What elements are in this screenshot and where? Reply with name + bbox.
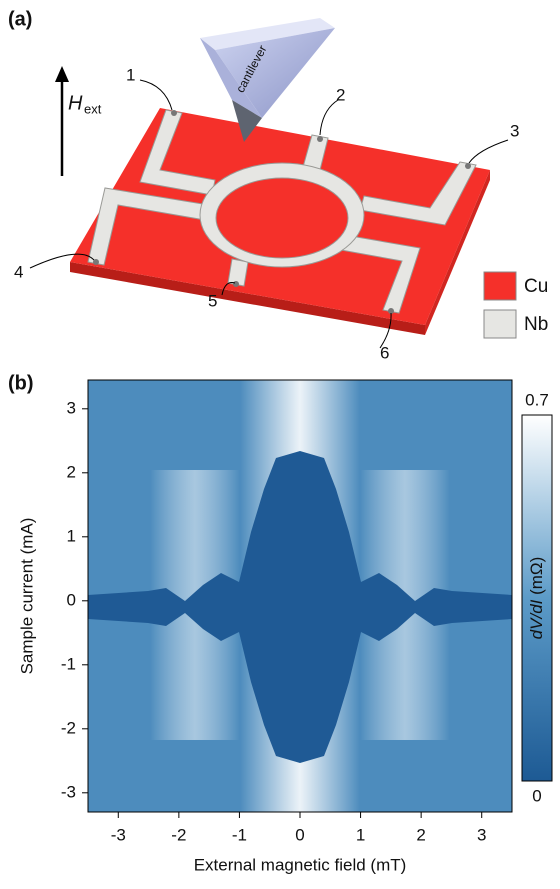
cu-disk [216,178,348,258]
x-tick-label: 3 [477,825,486,844]
legend-swatch [484,310,516,338]
x-tick-label: -1 [232,825,247,844]
y-tick-label: 3 [67,398,76,417]
y-tick-label: -1 [61,654,76,673]
colorbar-tick-label: 0 [532,786,541,805]
x-tick-label: 1 [356,825,365,844]
field-subscript: ext [84,101,102,116]
x-axis-label: External magnetic field (mT) [194,855,407,874]
figure: (a) H ext 1 2 3 4 5 6 cantilever Cu Nb [0,0,560,884]
legend-label: Cu [524,276,548,297]
contact-label: 5 [208,291,217,310]
x-tick-label: 0 [295,825,304,844]
colorbar-label: dV/dI (mΩ) [527,557,546,640]
x-tick-label: 2 [416,825,425,844]
x-tick-label: -3 [111,825,126,844]
legend-label: Nb [524,314,548,335]
y-tick-label: 2 [67,462,76,481]
y-tick-label: 1 [67,526,76,545]
field-arrow-head [55,66,69,82]
panel-a: (a) H ext 1 2 3 4 5 6 cantilever Cu Nb [8,8,548,362]
panel-b: (b) External magnetic field (mT) Sample … [8,372,552,874]
colorbar-unit: (mΩ) [527,557,546,595]
y-axis-label: Sample current (mA) [17,518,36,675]
colorbar-quantity: dV/dI [527,599,546,639]
panel-label: (a) [8,8,32,30]
field-symbol: H [68,92,83,114]
legend-swatch [484,272,516,300]
contact-label: 6 [380,343,389,362]
y-tick-label: -3 [61,782,76,801]
contact-label: 3 [510,121,519,140]
y-tick-label: 0 [67,590,76,609]
panel-label: (b) [8,372,34,394]
y-tick-label: -2 [61,718,76,737]
colorbar-tick-label: 0.7 [525,390,549,409]
contact-label: 2 [336,85,345,104]
contact-label: 4 [14,262,23,281]
x-tick-label: -2 [171,825,186,844]
contact-label: 1 [126,65,135,84]
